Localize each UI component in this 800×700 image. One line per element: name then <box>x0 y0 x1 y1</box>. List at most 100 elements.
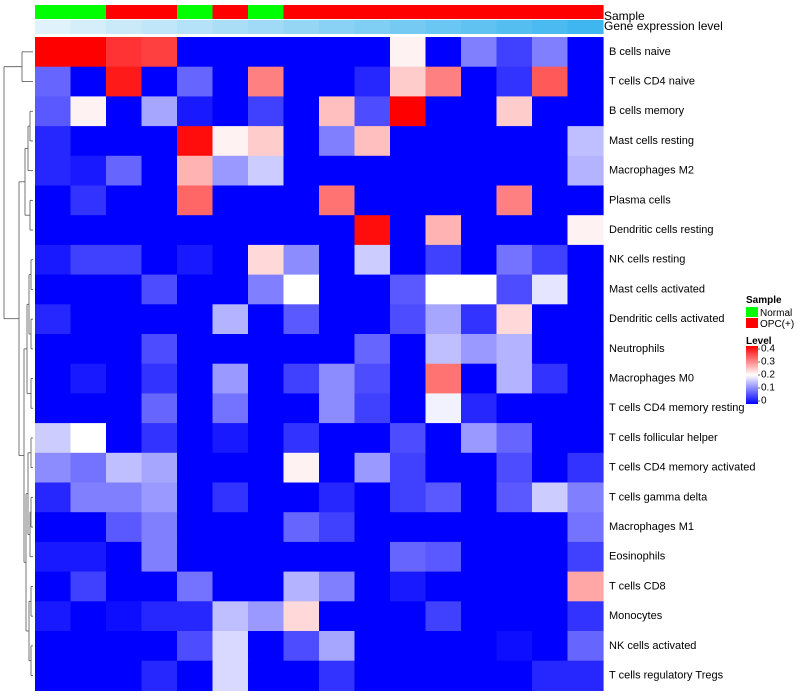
heatmap-cell <box>212 96 249 127</box>
heatmap-cell <box>319 393 356 424</box>
heatmap-cell <box>390 452 427 484</box>
heatmap-cell <box>248 334 285 365</box>
heatmap-cell <box>106 215 143 246</box>
heatmap-cell <box>177 185 214 216</box>
heatmap-cell <box>106 126 143 157</box>
heatmap-cell <box>461 185 498 216</box>
heatmap-cell <box>532 660 569 691</box>
heatmap-cell <box>319 601 356 632</box>
heatmap-cell <box>35 66 72 97</box>
heatmap-cell <box>70 66 107 97</box>
heatmap-cell <box>141 423 178 454</box>
sample-annotation-cell <box>70 5 107 19</box>
heatmap-cell <box>177 155 214 187</box>
heatmap-cell <box>141 155 178 187</box>
heatmap-cell <box>532 423 569 454</box>
heatmap-cell <box>177 244 214 276</box>
expression-annotation-cell <box>532 20 569 34</box>
heatmap-cell <box>567 363 604 394</box>
heatmap-cell <box>248 541 285 573</box>
sample-annotation-cell <box>354 5 391 19</box>
heatmap-cell <box>283 423 320 454</box>
heatmap-cell <box>532 631 569 662</box>
heatmap-cell <box>283 512 320 543</box>
legend-label-opc: OPC(+) <box>760 319 794 330</box>
heatmap-cell <box>532 37 569 68</box>
heatmap-cell <box>354 512 391 543</box>
heatmap-cell <box>70 37 107 68</box>
heatmap-cell <box>425 96 462 127</box>
heatmap-cell <box>35 482 72 513</box>
heatmap-cell <box>567 541 604 573</box>
heatmap-cell <box>567 601 604 632</box>
heatmap-cell <box>461 601 498 632</box>
heatmap-cell <box>35 334 72 365</box>
heatmap-cell <box>496 571 533 602</box>
heatmap-cell <box>567 155 604 187</box>
heatmap-cell <box>319 274 356 305</box>
heatmap-cell <box>35 37 72 68</box>
heatmap-cell <box>532 215 569 246</box>
heatmap-cell <box>177 274 214 305</box>
heatmap-cell <box>461 423 498 454</box>
heatmap-cell <box>425 334 462 365</box>
heatmap-cell <box>177 96 214 127</box>
heatmap-cell <box>461 215 498 246</box>
heatmap-cell <box>532 155 569 187</box>
heatmap-cell <box>354 274 391 305</box>
heatmap-cell <box>141 660 178 691</box>
heatmap-cell <box>532 512 569 543</box>
heatmap-cell <box>354 37 391 68</box>
heatmap-cell <box>354 363 391 394</box>
heatmap-cell <box>177 512 214 543</box>
heatmap-cell <box>496 601 533 632</box>
heatmap-cell <box>141 512 178 543</box>
sample-annotation-cell <box>567 5 604 19</box>
sample-annotation-cell <box>425 5 462 19</box>
expression-annotation-label: Gene expression level <box>604 19 723 33</box>
heatmap-cell <box>248 512 285 543</box>
heatmap-cell <box>141 185 178 216</box>
heatmap-cell <box>283 274 320 305</box>
heatmap-cell <box>248 96 285 127</box>
heatmap-cell <box>425 66 462 97</box>
heatmap-cell <box>354 452 391 484</box>
heatmap-cell <box>390 304 427 335</box>
heatmap-cell <box>567 304 604 335</box>
heatmap-cell <box>532 482 569 513</box>
expression-annotation-cell <box>496 20 533 34</box>
heatmap-cell <box>567 334 604 365</box>
heatmap-cell <box>425 452 462 484</box>
heatmap-cell <box>461 393 498 424</box>
heatmap-cell <box>70 244 107 276</box>
heatmap-cell <box>390 37 427 68</box>
heatmap-cell <box>567 66 604 97</box>
expression-annotation-cell <box>212 20 249 34</box>
heatmap-cell <box>283 155 320 187</box>
row-label: Neutrophils <box>609 343 665 355</box>
heatmap-cell <box>319 660 356 691</box>
heatmap-cell <box>248 363 285 394</box>
heatmap-cell <box>461 244 498 276</box>
heatmap-cell <box>532 244 569 276</box>
heatmap-cell <box>35 601 72 632</box>
legend-swatch-normal <box>746 307 758 317</box>
heatmap-cell <box>177 304 214 335</box>
heatmap-cell <box>106 304 143 335</box>
sample-annotation-cell <box>177 5 214 19</box>
heatmap-cell <box>496 215 533 246</box>
heatmap-cell <box>425 155 462 187</box>
heatmap-cell <box>141 601 178 632</box>
expression-annotation-cell <box>425 20 462 34</box>
heatmap-cell <box>425 541 462 573</box>
heatmap-cell <box>35 423 72 454</box>
heatmap-cell <box>390 631 427 662</box>
heatmap-cell <box>177 541 214 573</box>
heatmap-cell <box>354 631 391 662</box>
heatmap-cell <box>461 334 498 365</box>
heatmap-cell <box>319 452 356 484</box>
heatmap-cell <box>496 541 533 573</box>
heatmap-cell <box>496 423 533 454</box>
heatmap-cell <box>532 304 569 335</box>
heatmap-cell <box>106 482 143 513</box>
